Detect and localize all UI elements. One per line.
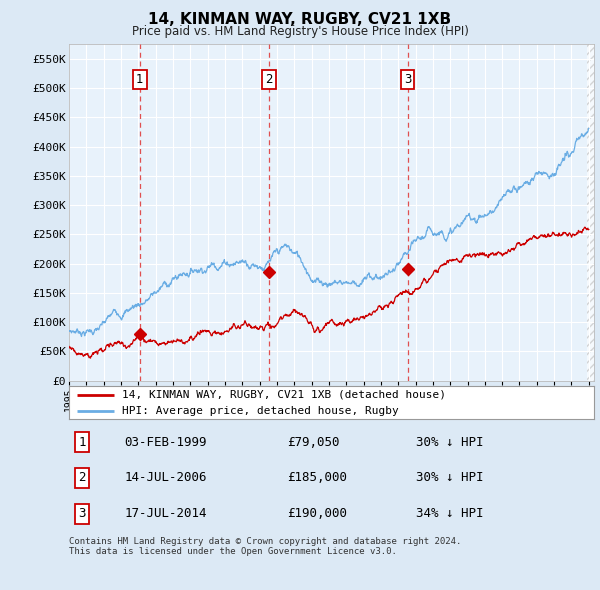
Text: 30% ↓ HPI: 30% ↓ HPI — [415, 471, 483, 484]
Text: 34% ↓ HPI: 34% ↓ HPI — [415, 507, 483, 520]
Text: Contains HM Land Registry data © Crown copyright and database right 2024.
This d: Contains HM Land Registry data © Crown c… — [69, 537, 461, 556]
Text: 14, KINMAN WAY, RUGBY, CV21 1XB: 14, KINMAN WAY, RUGBY, CV21 1XB — [148, 12, 452, 27]
Text: 14, KINMAN WAY, RUGBY, CV21 1XB (detached house): 14, KINMAN WAY, RUGBY, CV21 1XB (detache… — [121, 389, 445, 399]
Text: £190,000: £190,000 — [287, 507, 347, 520]
Text: Price paid vs. HM Land Registry's House Price Index (HPI): Price paid vs. HM Land Registry's House … — [131, 25, 469, 38]
Text: 2: 2 — [265, 73, 273, 86]
Text: 3: 3 — [404, 73, 411, 86]
Text: 1: 1 — [79, 435, 86, 448]
Text: 03-FEB-1999: 03-FEB-1999 — [124, 435, 206, 448]
Text: 17-JUL-2014: 17-JUL-2014 — [124, 507, 206, 520]
Text: £185,000: £185,000 — [287, 471, 347, 484]
Text: 1: 1 — [136, 73, 143, 86]
Text: 14-JUL-2006: 14-JUL-2006 — [124, 471, 206, 484]
Text: 2: 2 — [79, 471, 86, 484]
Text: £79,050: £79,050 — [287, 435, 340, 448]
Text: HPI: Average price, detached house, Rugby: HPI: Average price, detached house, Rugb… — [121, 406, 398, 416]
Text: 30% ↓ HPI: 30% ↓ HPI — [415, 435, 483, 448]
Text: 3: 3 — [79, 507, 86, 520]
